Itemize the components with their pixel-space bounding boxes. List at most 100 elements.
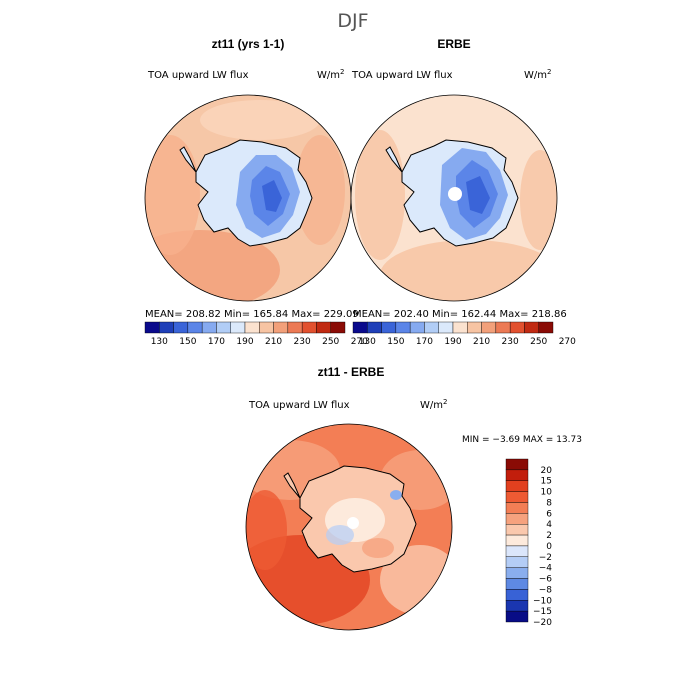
colorbar-swatch — [216, 321, 231, 334]
map-contour — [326, 525, 354, 545]
colorbar-swatch — [505, 578, 529, 590]
colorbar-swatch — [352, 321, 368, 334]
map-region — [520, 150, 557, 250]
colorbar-tick: 170 — [416, 337, 433, 347]
map-region — [246, 490, 287, 570]
colorbar-swatch — [505, 502, 529, 514]
colorbar-tick: −10 — [533, 596, 552, 606]
colorbar-swatch — [287, 321, 303, 334]
colorbar-model: 130 150 170 190 210 230 250 270 — [144, 321, 368, 347]
panel-title-diff: zt11 - ERBE — [318, 365, 385, 379]
stats-model: MEAN= 208.82 Min= 165.84 Max= 229.09 — [145, 309, 359, 320]
map-missing — [347, 517, 359, 529]
colorbar-obs: 130 150 170 190 210 230 250 270 — [352, 321, 576, 347]
colorbar-tick: −4 — [539, 564, 553, 574]
colorbar-swatch — [505, 567, 529, 579]
colorbar-tick: 6 — [546, 509, 552, 519]
colorbar-tick: 190 — [444, 337, 461, 347]
colorbar-tick: 210 — [473, 337, 490, 347]
colorbar-swatch — [505, 480, 529, 492]
colorbar-tick: 230 — [502, 337, 519, 347]
colorbar-swatch — [505, 513, 529, 525]
peninsula — [283, 472, 301, 499]
colorbar-tick: 2 — [546, 531, 552, 541]
variable-label-model: TOA upward LW flux — [147, 70, 249, 81]
colorbar-tick: −20 — [533, 618, 552, 628]
panel-model: zt11 (yrs 1-1) TOA upward LW flux W/m2 M… — [144, 37, 368, 347]
map-contour — [390, 490, 402, 500]
colorbar-swatch — [452, 321, 468, 334]
variable-label-diff: TOA upward LW flux — [248, 400, 350, 411]
panel-title-obs: ERBE — [437, 37, 470, 51]
units-label-obs: W/m2 — [524, 68, 551, 81]
colorbar-tick: 0 — [546, 542, 552, 552]
colorbar-tick: 250 — [530, 337, 547, 347]
units-label-diff: W/m2 — [420, 398, 447, 411]
colorbar-swatch — [505, 524, 529, 536]
map-region — [145, 135, 200, 255]
colorbar-swatch — [424, 321, 439, 334]
colorbar-tick: 8 — [546, 498, 552, 508]
colorbar-swatch — [505, 534, 529, 547]
colorbar-swatch — [244, 321, 260, 334]
colorbar-swatch — [273, 321, 289, 334]
peninsula — [179, 146, 197, 173]
colorbar-swatch — [481, 321, 497, 334]
peninsula — [385, 146, 403, 173]
colorbar-tick: 20 — [541, 466, 553, 476]
colorbar-swatch — [495, 321, 511, 334]
map-frame — [350, 94, 558, 302]
colorbar-tick: 150 — [179, 337, 196, 347]
colorbar-tick: 150 — [387, 337, 404, 347]
coastline — [195, 139, 313, 247]
colorbar-tick: 190 — [236, 337, 253, 347]
map-region — [355, 130, 405, 260]
colorbar-swatch — [330, 321, 346, 334]
stats-obs: MEAN= 202.40 Min= 162.44 Max= 218.86 — [353, 309, 567, 320]
colorbar-swatch — [301, 321, 317, 334]
map-diff — [246, 424, 452, 630]
colorbar-tick: 130 — [359, 337, 376, 347]
colorbar-tick: 210 — [265, 337, 282, 347]
colorbar-tick: −6 — [539, 575, 553, 585]
colorbar-swatch — [144, 321, 160, 334]
figure-title: DJF — [337, 10, 368, 32]
colorbar-tick: −15 — [533, 607, 552, 617]
colorbar-swatch — [395, 321, 411, 334]
map-frame — [245, 423, 453, 631]
map-obs — [351, 95, 557, 301]
colorbar-tick: 4 — [546, 520, 552, 530]
colorbar-tick: 230 — [294, 337, 311, 347]
colorbar-swatch — [505, 545, 529, 558]
colorbar-swatch — [505, 600, 529, 612]
colorbar-swatch — [230, 321, 246, 334]
coastline — [299, 465, 417, 573]
colorbar-swatch — [505, 469, 529, 481]
panel-obs: ERBE TOA upward LW flux W/m2 MEAN= 202.4… — [350, 37, 576, 347]
variable-label-obs: TOA upward LW flux — [351, 70, 453, 81]
map-contour — [362, 538, 394, 558]
colorbar-tick: −8 — [539, 585, 553, 595]
map-contour — [466, 176, 490, 214]
units-label-model: W/m2 — [317, 68, 344, 81]
colorbar-swatch — [187, 321, 203, 334]
colorbar-swatch — [505, 589, 529, 601]
colorbar-swatch — [505, 458, 529, 471]
colorbar-swatch — [316, 321, 331, 334]
map-missing — [448, 187, 462, 201]
colorbar-tick: 270 — [351, 337, 368, 347]
colorbar-swatch — [524, 321, 539, 334]
colorbar-swatch — [538, 321, 554, 334]
colorbar-swatch — [409, 321, 425, 334]
map-region — [200, 100, 320, 140]
colorbar-swatch — [467, 321, 482, 334]
stats-diff: MIN = −3.69 MAX = 13.73 — [462, 435, 582, 445]
colorbar-swatch — [259, 321, 274, 334]
colorbar-tick: 130 — [151, 337, 168, 347]
colorbar-swatch — [509, 321, 525, 334]
colorbar-tick: 10 — [541, 488, 553, 498]
map-model — [145, 95, 351, 301]
coastline — [401, 139, 519, 247]
colorbar-swatch — [173, 321, 189, 334]
